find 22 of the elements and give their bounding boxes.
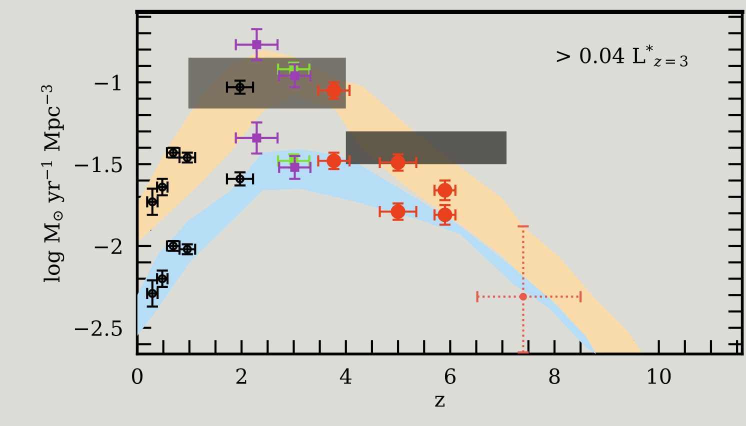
point bbox=[438, 208, 452, 222]
y-tick-label: −2.5 bbox=[74, 320, 122, 336]
y-tick-label: −1 bbox=[94, 74, 120, 90]
point bbox=[290, 162, 300, 172]
point bbox=[252, 40, 262, 50]
y-tick-label: −2 bbox=[94, 238, 122, 254]
point bbox=[290, 71, 300, 80]
x-tick-label: 2 bbox=[236, 368, 246, 384]
point bbox=[235, 82, 245, 92]
point bbox=[235, 174, 245, 184]
point bbox=[438, 183, 452, 198]
x-tick-label: 8 bbox=[549, 368, 560, 384]
y-axis-title: log M$_{⊙}$ yr$^{−1}$ Mpc$^{−3}$ bbox=[41, 85, 64, 282]
x-axis-title: z bbox=[435, 396, 444, 407]
x-tick-label: 4 bbox=[340, 368, 352, 384]
x-tick-label: 10 bbox=[648, 368, 671, 384]
point bbox=[252, 133, 262, 142]
x-tick-label: 0 bbox=[132, 368, 143, 384]
y-tick-label: −1.5 bbox=[74, 156, 122, 172]
x-tick-label: 6 bbox=[444, 368, 456, 384]
point bbox=[519, 292, 528, 301]
annotation: > 0.04 L$^{*}$$_{z=3}$ bbox=[556, 44, 688, 67]
